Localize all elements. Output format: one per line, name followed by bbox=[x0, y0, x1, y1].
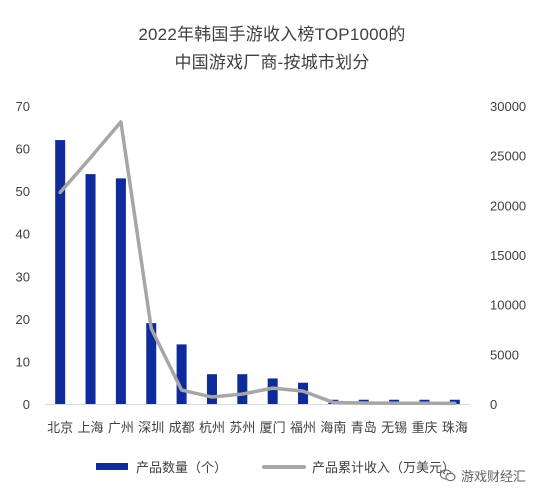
y-right-tick-label: 0 bbox=[490, 397, 497, 412]
y-right-tick-label: 30000 bbox=[490, 99, 526, 114]
x-tick-label: 深圳 bbox=[138, 420, 164, 435]
legend-swatch-line bbox=[262, 464, 306, 469]
x-tick-label: 杭州 bbox=[199, 420, 225, 435]
legend-label-line: 产品累计收入（万美元） bbox=[312, 460, 456, 475]
bar bbox=[176, 344, 187, 404]
x-tick-label: 苏州 bbox=[229, 420, 255, 435]
x-tick-label: 海南 bbox=[320, 420, 346, 435]
bar bbox=[55, 140, 66, 405]
y-left-tick-label: 60 bbox=[16, 142, 30, 157]
y-left-tick-label: 20 bbox=[16, 312, 30, 327]
x-tick-label: 成都 bbox=[169, 420, 195, 435]
y-left-tick-label: 0 bbox=[23, 397, 30, 412]
chart-subtitle: 中国游戏厂商-按城市划分 bbox=[174, 53, 370, 72]
legend-swatch-bar bbox=[96, 463, 128, 470]
x-tick-label: 厦门 bbox=[260, 420, 286, 435]
x-tick-label: 北京 bbox=[47, 420, 73, 435]
x-tick-label: 青岛 bbox=[351, 420, 377, 435]
bar bbox=[115, 178, 126, 404]
revenue-line bbox=[58, 120, 457, 406]
x-tick-label: 无锡 bbox=[381, 420, 407, 435]
y-right-tick-label: 10000 bbox=[490, 298, 526, 313]
x-tick-label: 广州 bbox=[108, 420, 134, 435]
bar bbox=[206, 374, 217, 404]
watermark-text: 游戏财经汇 bbox=[461, 469, 527, 484]
y-left-tick-label: 40 bbox=[16, 227, 30, 242]
y-left-tick-label: 70 bbox=[16, 99, 30, 114]
bar bbox=[298, 382, 309, 404]
x-tick-label: 福州 bbox=[290, 420, 316, 435]
x-tick-label: 上海 bbox=[78, 420, 104, 435]
legend-item-bar: 产品数量（个） bbox=[96, 457, 227, 476]
legend-label-bar: 产品数量（个） bbox=[136, 460, 228, 475]
chart-title: 2022年韩国手游收入榜TOP1000的 bbox=[138, 25, 406, 44]
x-tick-label: 珠海 bbox=[442, 420, 468, 435]
bar bbox=[85, 174, 96, 404]
y-left-tick-label: 10 bbox=[16, 354, 30, 369]
y-right-tick-label: 25000 bbox=[490, 149, 526, 164]
y-right-tick-label: 5000 bbox=[490, 347, 519, 362]
y-right-tick-label: 15000 bbox=[490, 248, 526, 263]
wechat-icon bbox=[440, 469, 456, 482]
bar bbox=[237, 374, 248, 404]
bar bbox=[146, 323, 157, 404]
bar bbox=[267, 378, 278, 404]
legend-item-line: 产品累计收入（万美元） bbox=[262, 457, 455, 476]
y-left-tick-label: 30 bbox=[16, 269, 30, 284]
y-right-tick-label: 20000 bbox=[490, 198, 526, 213]
watermark: 游戏财经汇 bbox=[440, 466, 526, 485]
y-left-tick-label: 50 bbox=[16, 184, 30, 199]
x-tick-label: 重庆 bbox=[411, 420, 437, 435]
